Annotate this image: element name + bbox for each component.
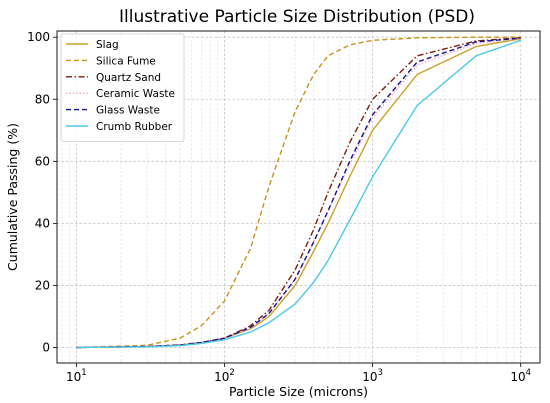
x-tick-base: 10	[362, 370, 377, 384]
legend-entry: Crumb Rubber	[96, 121, 173, 133]
legend-entry: Silica Fume	[96, 55, 156, 67]
plot-frame	[56, 30, 541, 364]
x-tick-label: 103	[362, 368, 383, 384]
y-tick-label: 100	[27, 30, 50, 44]
legend-box	[60, 33, 185, 142]
series-line-quartz-sand	[76, 37, 521, 349]
x-tick-label: 101	[66, 368, 87, 384]
y-tick-label: 80	[35, 92, 50, 106]
chart-title: Illustrative Particle Size Distribution …	[119, 7, 475, 27]
x-axis-label: Particle Size (microns)	[229, 384, 368, 399]
x-tick-exponent: 3	[378, 368, 383, 378]
x-tick-base: 10	[214, 370, 229, 384]
x-axis-ticks: 101 102 103 104	[66, 363, 531, 384]
x-tick-label: 104	[510, 368, 531, 384]
legend: Slag Silica Fume Quartz Sand Ceramic Waste G…	[60, 33, 185, 142]
y-tick-label: 60	[35, 154, 50, 168]
y-tick-label: 40	[35, 216, 50, 230]
series-line-crumb-rubber	[76, 39, 521, 349]
x-tick-base: 10	[510, 370, 525, 384]
y-axis-label: Cumulative Passing (%)	[5, 123, 20, 271]
x-tick-exponent: 2	[229, 368, 234, 378]
y-tick-label: 20	[35, 278, 50, 292]
x-tick-label: 102	[214, 368, 235, 384]
y-tick-label: 0	[42, 340, 50, 354]
legend-entry: Quartz Sand	[96, 72, 161, 84]
legend-entry: Glass Waste	[96, 105, 160, 117]
legend-entry: Slag	[96, 39, 119, 51]
series-line-silica-fume	[76, 36, 521, 349]
x-tick-exponent: 4	[526, 368, 531, 378]
series-lines	[76, 36, 521, 349]
y-axis-ticks: 0 20 40 60 80 100	[27, 30, 57, 354]
legend-entry: Ceramic Waste	[96, 88, 175, 100]
x-tick-base: 10	[66, 370, 81, 384]
x-tick-exponent: 1	[81, 368, 86, 378]
